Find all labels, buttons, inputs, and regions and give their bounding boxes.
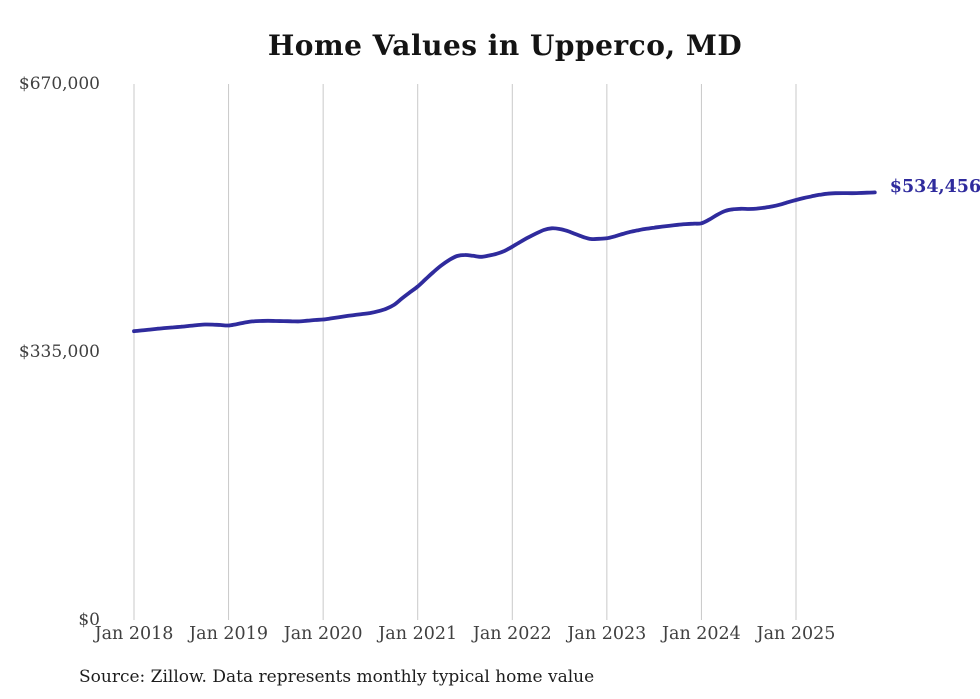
y-axis-tick-label: $0	[78, 610, 100, 630]
x-axis-tick-label: Jan 2020	[283, 624, 363, 644]
y-axis-tick-label: $670,000	[18, 74, 100, 94]
source-note: Source: Zillow. Data represents monthly …	[79, 667, 595, 687]
x-axis-tick-label: Jan 2019	[189, 624, 268, 644]
x-axis-tick-label: Jan 2021	[378, 624, 458, 644]
x-axis-tick-label: Jan 2018	[94, 624, 174, 644]
y-axis-tick-label: $335,000	[18, 342, 100, 362]
value-line	[132, 190, 877, 334]
x-axis-tick-label: Jan 2022	[472, 624, 552, 644]
x-axis-tick-label: Jan 2025	[756, 624, 836, 644]
end-value-label: $534,456	[889, 177, 980, 198]
chart-title: Home Values in Upperco, MD	[267, 29, 743, 62]
x-axis-tick-label: Jan 2023	[567, 624, 647, 644]
x-axis-tick-label: Jan 2024	[662, 624, 741, 644]
